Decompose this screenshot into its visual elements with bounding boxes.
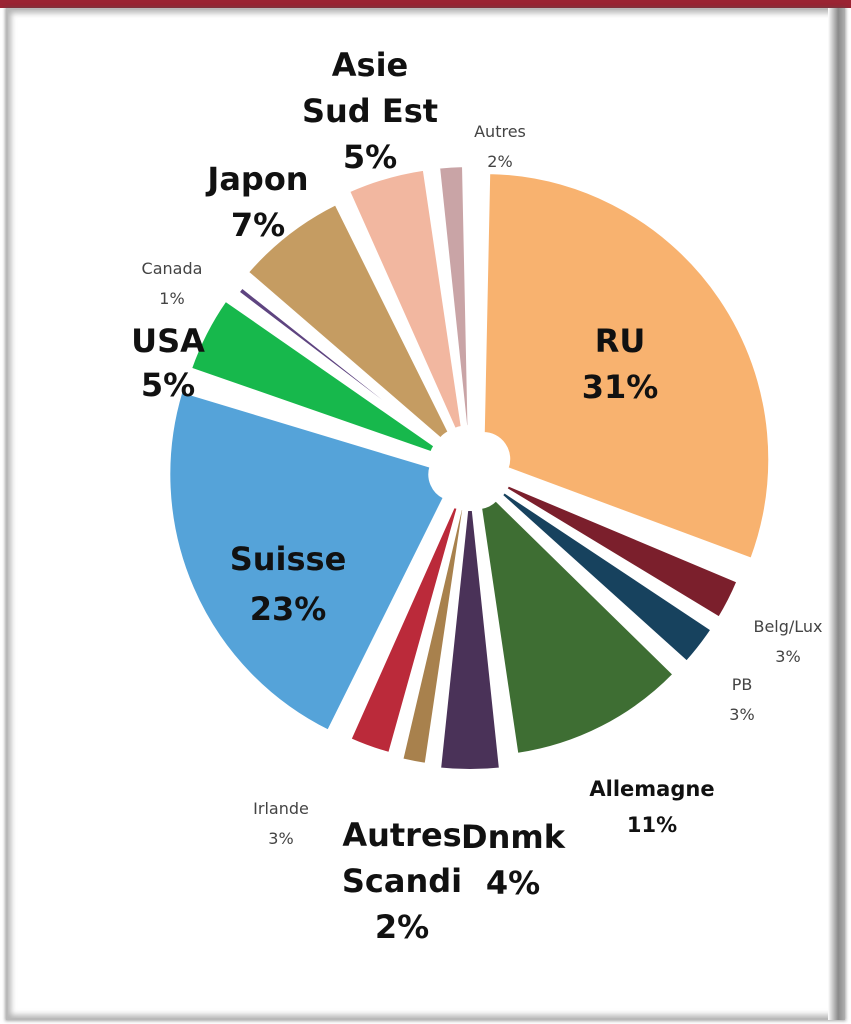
label-usa-line-0: USA bbox=[131, 322, 205, 360]
label-pb-line-1: 3% bbox=[729, 705, 754, 724]
label-irlande-line-1: 3% bbox=[268, 829, 293, 848]
label-allemagne-line-0: Allemagne bbox=[589, 777, 714, 801]
label-allemagne: Allemagne 11% bbox=[589, 777, 714, 837]
label-ru: RU 31% bbox=[582, 322, 659, 406]
label-pb: PB 3% bbox=[729, 675, 754, 724]
label-asie-line-1: Sud Est bbox=[302, 92, 438, 130]
label-irlande-line-0: Irlande bbox=[253, 799, 309, 818]
label-ru-line-1: 31% bbox=[582, 368, 659, 406]
label-autres: Autres 2% bbox=[474, 122, 526, 171]
pie-slice-ru bbox=[482, 172, 771, 560]
label-dnmk-line-1: 4% bbox=[486, 864, 540, 902]
label-canada: Canada 1% bbox=[142, 259, 203, 308]
label-autres-line-1: 2% bbox=[487, 152, 512, 171]
label-belg-line-0: Belg/Lux bbox=[753, 617, 822, 636]
pie-slice-pb bbox=[500, 490, 713, 663]
label-suisse-line-0: Suisse bbox=[230, 540, 347, 578]
pie-slice-irlande bbox=[349, 505, 459, 755]
label-japon-line-0: Japon bbox=[205, 160, 308, 198]
pie-labels: RU 31% Suisse 23% Allemagne 11% USA 5% Japon 7% As… bbox=[131, 46, 822, 946]
label-usa-line-1: 5% bbox=[141, 366, 195, 404]
label-autres-scandi-line-1: Scandi bbox=[342, 862, 462, 900]
pie-slices bbox=[168, 165, 771, 771]
pie-slice-autres-scandi bbox=[401, 507, 465, 765]
label-usa: USA 5% bbox=[131, 322, 205, 404]
pie-slice-canada bbox=[237, 286, 439, 444]
label-ru-line-0: RU bbox=[595, 322, 646, 360]
label-irlande: Irlande 3% bbox=[253, 799, 309, 848]
label-asie-line-0: Asie bbox=[332, 46, 408, 84]
top-accent-bar bbox=[0, 0, 851, 8]
label-allemagne-line-1: 11% bbox=[627, 813, 677, 837]
pie-slice-allemagne bbox=[479, 499, 675, 756]
label-autres-scandi-line-2: 2% bbox=[375, 908, 429, 946]
label-autres-scandi: Autres Scandi 2% bbox=[342, 816, 462, 946]
label-dnmk-line-0: Dnmk bbox=[461, 818, 566, 856]
pie-slice-usa bbox=[189, 299, 436, 454]
label-asie: Asie Sud Est 5% bbox=[302, 46, 438, 176]
pie-slice-suisse bbox=[168, 390, 446, 732]
label-dnmk: Dnmk 4% bbox=[461, 818, 566, 902]
label-canada-line-1: 1% bbox=[159, 289, 184, 308]
label-japon: Japon 7% bbox=[205, 160, 308, 244]
label-suisse: Suisse 23% bbox=[230, 540, 347, 628]
pie-slice-autres bbox=[438, 165, 470, 428]
pie-slice-asie-sud-est bbox=[347, 168, 463, 431]
label-autres-scandi-line-0: Autres bbox=[342, 816, 461, 854]
pie-slice-belg-lux bbox=[505, 484, 739, 619]
label-suisse-line-1: 23% bbox=[250, 590, 327, 628]
label-pb-line-0: PB bbox=[732, 675, 753, 694]
pie-slice-japon bbox=[246, 202, 450, 440]
label-canada-line-0: Canada bbox=[142, 259, 203, 278]
label-belg: Belg/Lux 3% bbox=[753, 617, 822, 666]
label-autres-line-0: Autres bbox=[474, 122, 526, 141]
label-belg-line-1: 3% bbox=[775, 647, 800, 666]
label-japon-line-1: 7% bbox=[231, 206, 285, 244]
pie-slice-dnmk bbox=[439, 508, 501, 771]
label-asie-line-2: 5% bbox=[343, 138, 397, 176]
frame-shadow bbox=[828, 8, 845, 1020]
